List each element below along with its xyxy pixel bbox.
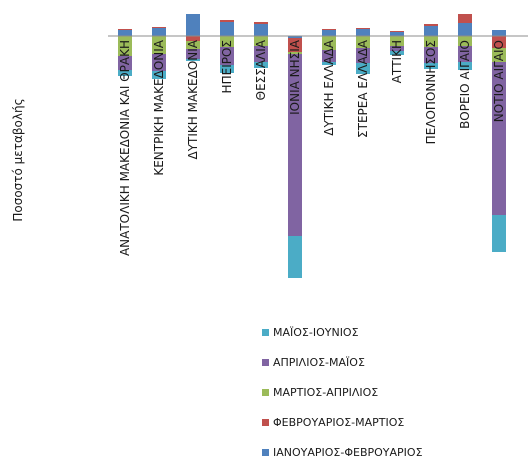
bar-segment-6-series-4 — [288, 54, 302, 236]
bar-segment-4-series-1 — [220, 22, 234, 36]
bar-segment-9-series-5 — [390, 51, 404, 55]
bar-segment-7-series-4 — [322, 50, 336, 62]
bar-segment-7-series-2 — [322, 29, 336, 30]
bar-segment-10-series-2 — [424, 24, 438, 26]
bar-segment-9-series-1 — [390, 32, 404, 36]
legend-label-5: ΙΑΝΟΥΑΡΙΟΣ-ΦΕΒΡΟΥΑΡΙΟΣ — [273, 446, 423, 459]
bar-segment-4-series-5 — [220, 65, 234, 73]
bar-segment-7-series-5 — [322, 62, 336, 65]
bar-segment-12-series-2 — [492, 36, 506, 48]
bar-segment-6-series-5 — [288, 236, 302, 278]
bar-segment-4-series-4 — [220, 47, 234, 65]
legend-swatch-1 — [262, 329, 269, 336]
bar-segment-9-series-4 — [390, 46, 404, 51]
category-label-9: ΑΤΤΙΚΗ — [390, 40, 404, 83]
bar-segment-10-series-3 — [424, 36, 438, 47]
bar-segment-3-series-5 — [186, 59, 200, 61]
bar-segment-4-series-3 — [220, 36, 234, 47]
bar-segment-11-series-4 — [458, 46, 472, 62]
category-labels: ΑΝΑΤΟΛΙΚΗ ΜΑΚΕΔΟΝΙΑ ΚΑΙ ΘΡΑΚΗ ΚΕΝΤΡΙΚΗ ΜΑ… — [118, 39, 506, 256]
legend-swatch-5 — [262, 449, 269, 456]
bar-segment-6-series-1 — [288, 36, 302, 38]
category-label-10: ΠΕΛΟΠΟΝΝΗΣΟΣ — [424, 40, 438, 144]
bar-segment-8-series-1 — [356, 29, 370, 36]
category-label-3: ΔΥΤΙΚΗ ΜΑΚΕΔΟΝΙΑ — [186, 39, 200, 159]
bar-segment-9-series-2 — [390, 31, 404, 32]
bar-segment-10-series-1 — [424, 26, 438, 36]
legend-swatch-3 — [262, 389, 269, 396]
legend-label-3: ΜΑΡΤΙΟΣ-ΑΠΡΙΛΙΟΣ — [273, 386, 378, 399]
category-label-7: ΔΥΤΙΚΗ ΕΛΛΑΔΑ — [322, 39, 336, 136]
bar-segment-12-series-5 — [492, 215, 506, 252]
bar-segment-12-series-1 — [492, 30, 506, 36]
bar-segment-4-series-2 — [220, 20, 234, 22]
bar-segment-11-series-2 — [458, 14, 472, 23]
bar-segment-3-series-1 — [186, 14, 200, 36]
bar-segment-5-series-3 — [254, 36, 268, 46]
bar-segment-2-series-1 — [152, 28, 166, 36]
bars-layer — [118, 14, 506, 278]
bar-segment-7-series-1 — [322, 30, 336, 36]
bar-segment-3-series-4 — [186, 49, 200, 59]
bar-segment-1-series-2 — [118, 29, 132, 30]
category-label-2: ΚΕΝΤΡΙΚΗ ΜΑΚΕΔΟΝΙΑ — [152, 39, 166, 175]
legend-label-4: ΦΕΒΡΟΥΑΡΙΟΣ-ΜΑΡΤΙΟΣ — [273, 416, 404, 429]
legend-label-1: ΜΑΪΟΣ-ΙΟΥΝΙΟΣ — [273, 326, 359, 339]
bar-segment-8-series-5 — [356, 63, 370, 74]
legend-swatch-4 — [262, 419, 269, 426]
bar-segment-12-series-3 — [492, 48, 506, 62]
bar-segment-2-series-3 — [152, 36, 166, 54]
category-label-1: ΑΝΑΤΟΛΙΚΗ ΜΑΚΕΔΟΝΙΑ ΚΑΙ ΘΡΑΚΗ — [118, 40, 132, 256]
bar-segment-5-series-5 — [254, 62, 268, 68]
bar-segment-1-series-5 — [118, 70, 132, 76]
legend: ΜΑΪΟΣ-ΙΟΥΝΙΟΣ ΑΠΡΙΛΙΟΣ-ΜΑΪΟΣ ΜΑΡΤΙΟΣ-ΑΠΡΙΛ… — [262, 326, 423, 459]
category-label-6: ΙΟΝΙΑ ΝΗΣΙΑ — [288, 39, 302, 115]
bar-segment-6-series-3 — [288, 52, 302, 54]
bar-segment-1-series-3 — [118, 36, 132, 56]
bar-segment-3-series-3 — [186, 41, 200, 49]
bar-segment-10-series-5 — [424, 63, 438, 69]
bar-segment-2-series-2 — [152, 27, 166, 28]
bar-segment-5-series-1 — [254, 24, 268, 36]
bar-segment-12-series-4 — [492, 62, 506, 215]
y-axis-title: Ποσοστό μεταβολής — [11, 98, 25, 221]
bar-segment-1-series-4 — [118, 56, 132, 70]
bar-segment-11-series-1 — [458, 23, 472, 36]
bar-segment-8-series-2 — [356, 28, 370, 29]
bar-segment-10-series-4 — [424, 47, 438, 63]
category-label-12: ΝΟΤΙΟ ΑΙΓΑΙΟ — [492, 40, 506, 122]
bar-segment-8-series-3 — [356, 36, 370, 48]
category-label-4: ΗΠΕΙΡΟΣ — [220, 40, 234, 93]
bar-segment-2-series-4 — [152, 54, 166, 71]
category-label-8: ΣΤΕΡΕΑ ΕΛΛΑΔΑ — [356, 39, 370, 138]
legend-swatch-2 — [262, 359, 269, 366]
bar-segment-1-series-1 — [118, 30, 132, 36]
bar-segment-3-series-2 — [186, 36, 200, 41]
category-label-11: ΒΟΡΕΙΟ ΑΙΓΑΙΟ — [458, 40, 472, 129]
category-label-5: ΘΕΣΣΑΛΙΑ — [254, 39, 268, 100]
bar-segment-9-series-3 — [390, 36, 404, 46]
legend-label-2: ΑΠΡΙΛΙΟΣ-ΜΑΪΟΣ — [273, 356, 365, 369]
bar-segment-2-series-5 — [152, 71, 166, 79]
bar-segment-5-series-2 — [254, 22, 268, 24]
bar-segment-8-series-4 — [356, 48, 370, 63]
bar-segment-7-series-3 — [322, 36, 336, 50]
bar-segment-11-series-5 — [458, 62, 472, 70]
bar-segment-11-series-3 — [458, 36, 472, 46]
bar-segment-5-series-4 — [254, 46, 268, 62]
bar-segment-6-series-2 — [288, 38, 302, 52]
